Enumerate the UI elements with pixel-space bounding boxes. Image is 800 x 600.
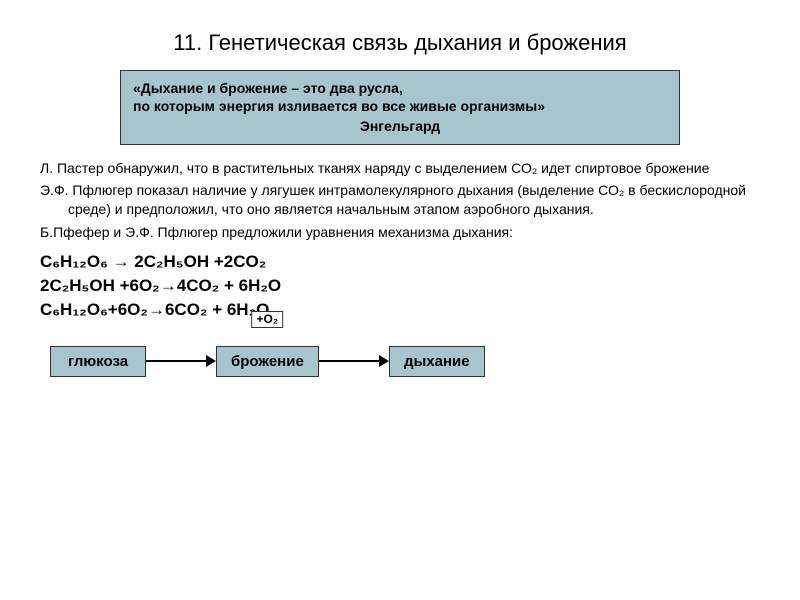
paragraph-3: Б.Пфефер и Э.Ф. Пфлюгер предложили уравн… <box>40 223 760 242</box>
quote-line2: по которым энергия изливается во все жив… <box>133 98 545 114</box>
paragraph-1: Л. Пастер обнаружил, что в растительных … <box>40 159 760 178</box>
body-text: Л. Пастер обнаружил, что в растительных … <box>40 159 760 243</box>
quote-line1: «Дыхание и брожение – это два русла, <box>133 80 403 96</box>
node-glucose: глюкоза <box>50 346 146 377</box>
equation-1: C₆H₁₂O₆ → 2C₂H₅OH +2CO₂ <box>40 250 760 274</box>
equation-3: C₆H₁₂O₆+6O₂→6CO₂ + 6H₂O <box>40 298 760 322</box>
equations-block: C₆H₁₂O₆ → 2C₂H₅OH +2CO₂ 2C₂H₅OH +6O₂→4CO… <box>40 250 760 321</box>
node-fermentation-label: брожение <box>231 353 304 370</box>
arrow-1 <box>146 349 216 373</box>
quote-author: Энгельгард <box>133 117 667 135</box>
equation-2: 2C₂H₅OH +6O₂→4CO₂ + 6H₂O <box>40 274 760 298</box>
paragraph-2: Э.Ф. Пфлюгер показал наличие у лягушек и… <box>40 181 760 219</box>
node-respiration: дыхание <box>389 346 485 377</box>
node-fermentation: +О₂ брожение <box>216 346 319 377</box>
quote-box: «Дыхание и брожение – это два русла, по … <box>120 70 680 145</box>
flow-diagram: глюкоза +О₂ брожение дыхание <box>50 346 760 377</box>
o2-label: +О₂ <box>252 311 284 328</box>
page-title: 11. Генетическая связь дыхания и брожени… <box>40 30 760 56</box>
arrow-2 <box>319 349 389 373</box>
